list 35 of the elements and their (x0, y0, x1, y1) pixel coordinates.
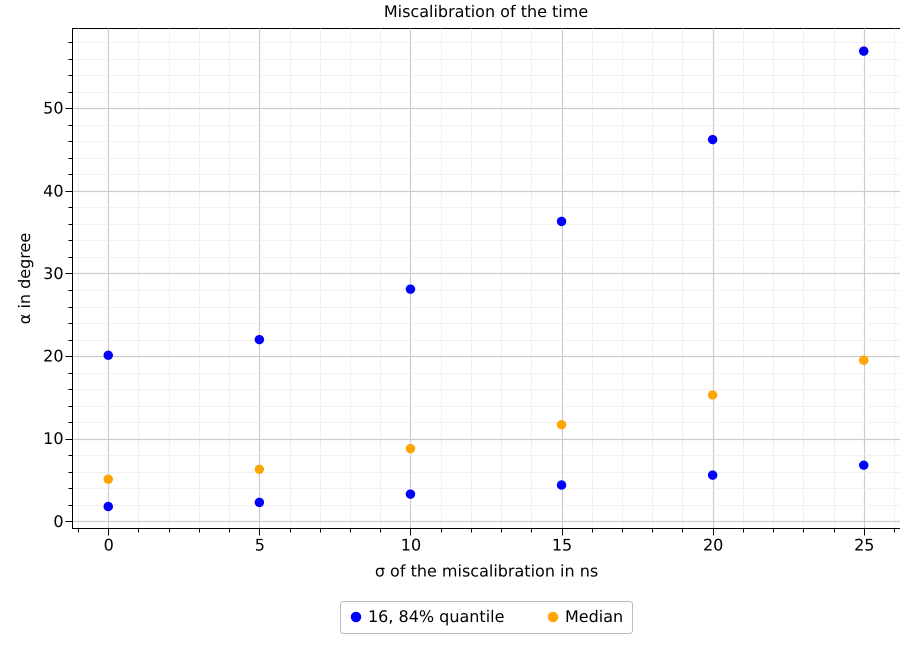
y-tick-label: 50 (43, 98, 64, 118)
point (708, 134, 718, 144)
point (858, 460, 868, 470)
y-tick-label: 40 (43, 181, 64, 200)
point (104, 502, 114, 512)
x-tick-label: 25 (854, 536, 874, 554)
x-tick-label: 10 (400, 536, 422, 554)
point (858, 46, 868, 56)
point (254, 334, 264, 344)
point (556, 216, 566, 226)
point (254, 464, 264, 474)
point (556, 480, 566, 490)
legend-label: Median (565, 607, 624, 626)
point (406, 489, 416, 499)
legend-label: 16, 84% quantile (368, 607, 504, 626)
x-axis-title: σ of the miscalibration in ns (374, 562, 598, 580)
y-axis-title: α in degree (15, 232, 34, 324)
x-tick-label: 15 (552, 536, 572, 554)
point (254, 498, 264, 508)
chart-title: Miscalibration of the time (384, 2, 588, 21)
point (104, 474, 114, 484)
point (858, 356, 868, 365)
point (556, 420, 566, 430)
point (406, 444, 416, 454)
x-tick-label: 20 (702, 536, 724, 554)
point (104, 350, 114, 360)
point (708, 470, 718, 480)
point (406, 284, 416, 294)
y-tick-label: 30 (43, 264, 64, 283)
x-tick-label: 0 (104, 536, 114, 554)
y-tick-label: 0 (53, 512, 64, 531)
y-tick-label: 20 (43, 346, 64, 366)
point (708, 390, 718, 400)
x-tick-label: 5 (254, 536, 265, 554)
y-tick-label: 10 (43, 429, 64, 448)
